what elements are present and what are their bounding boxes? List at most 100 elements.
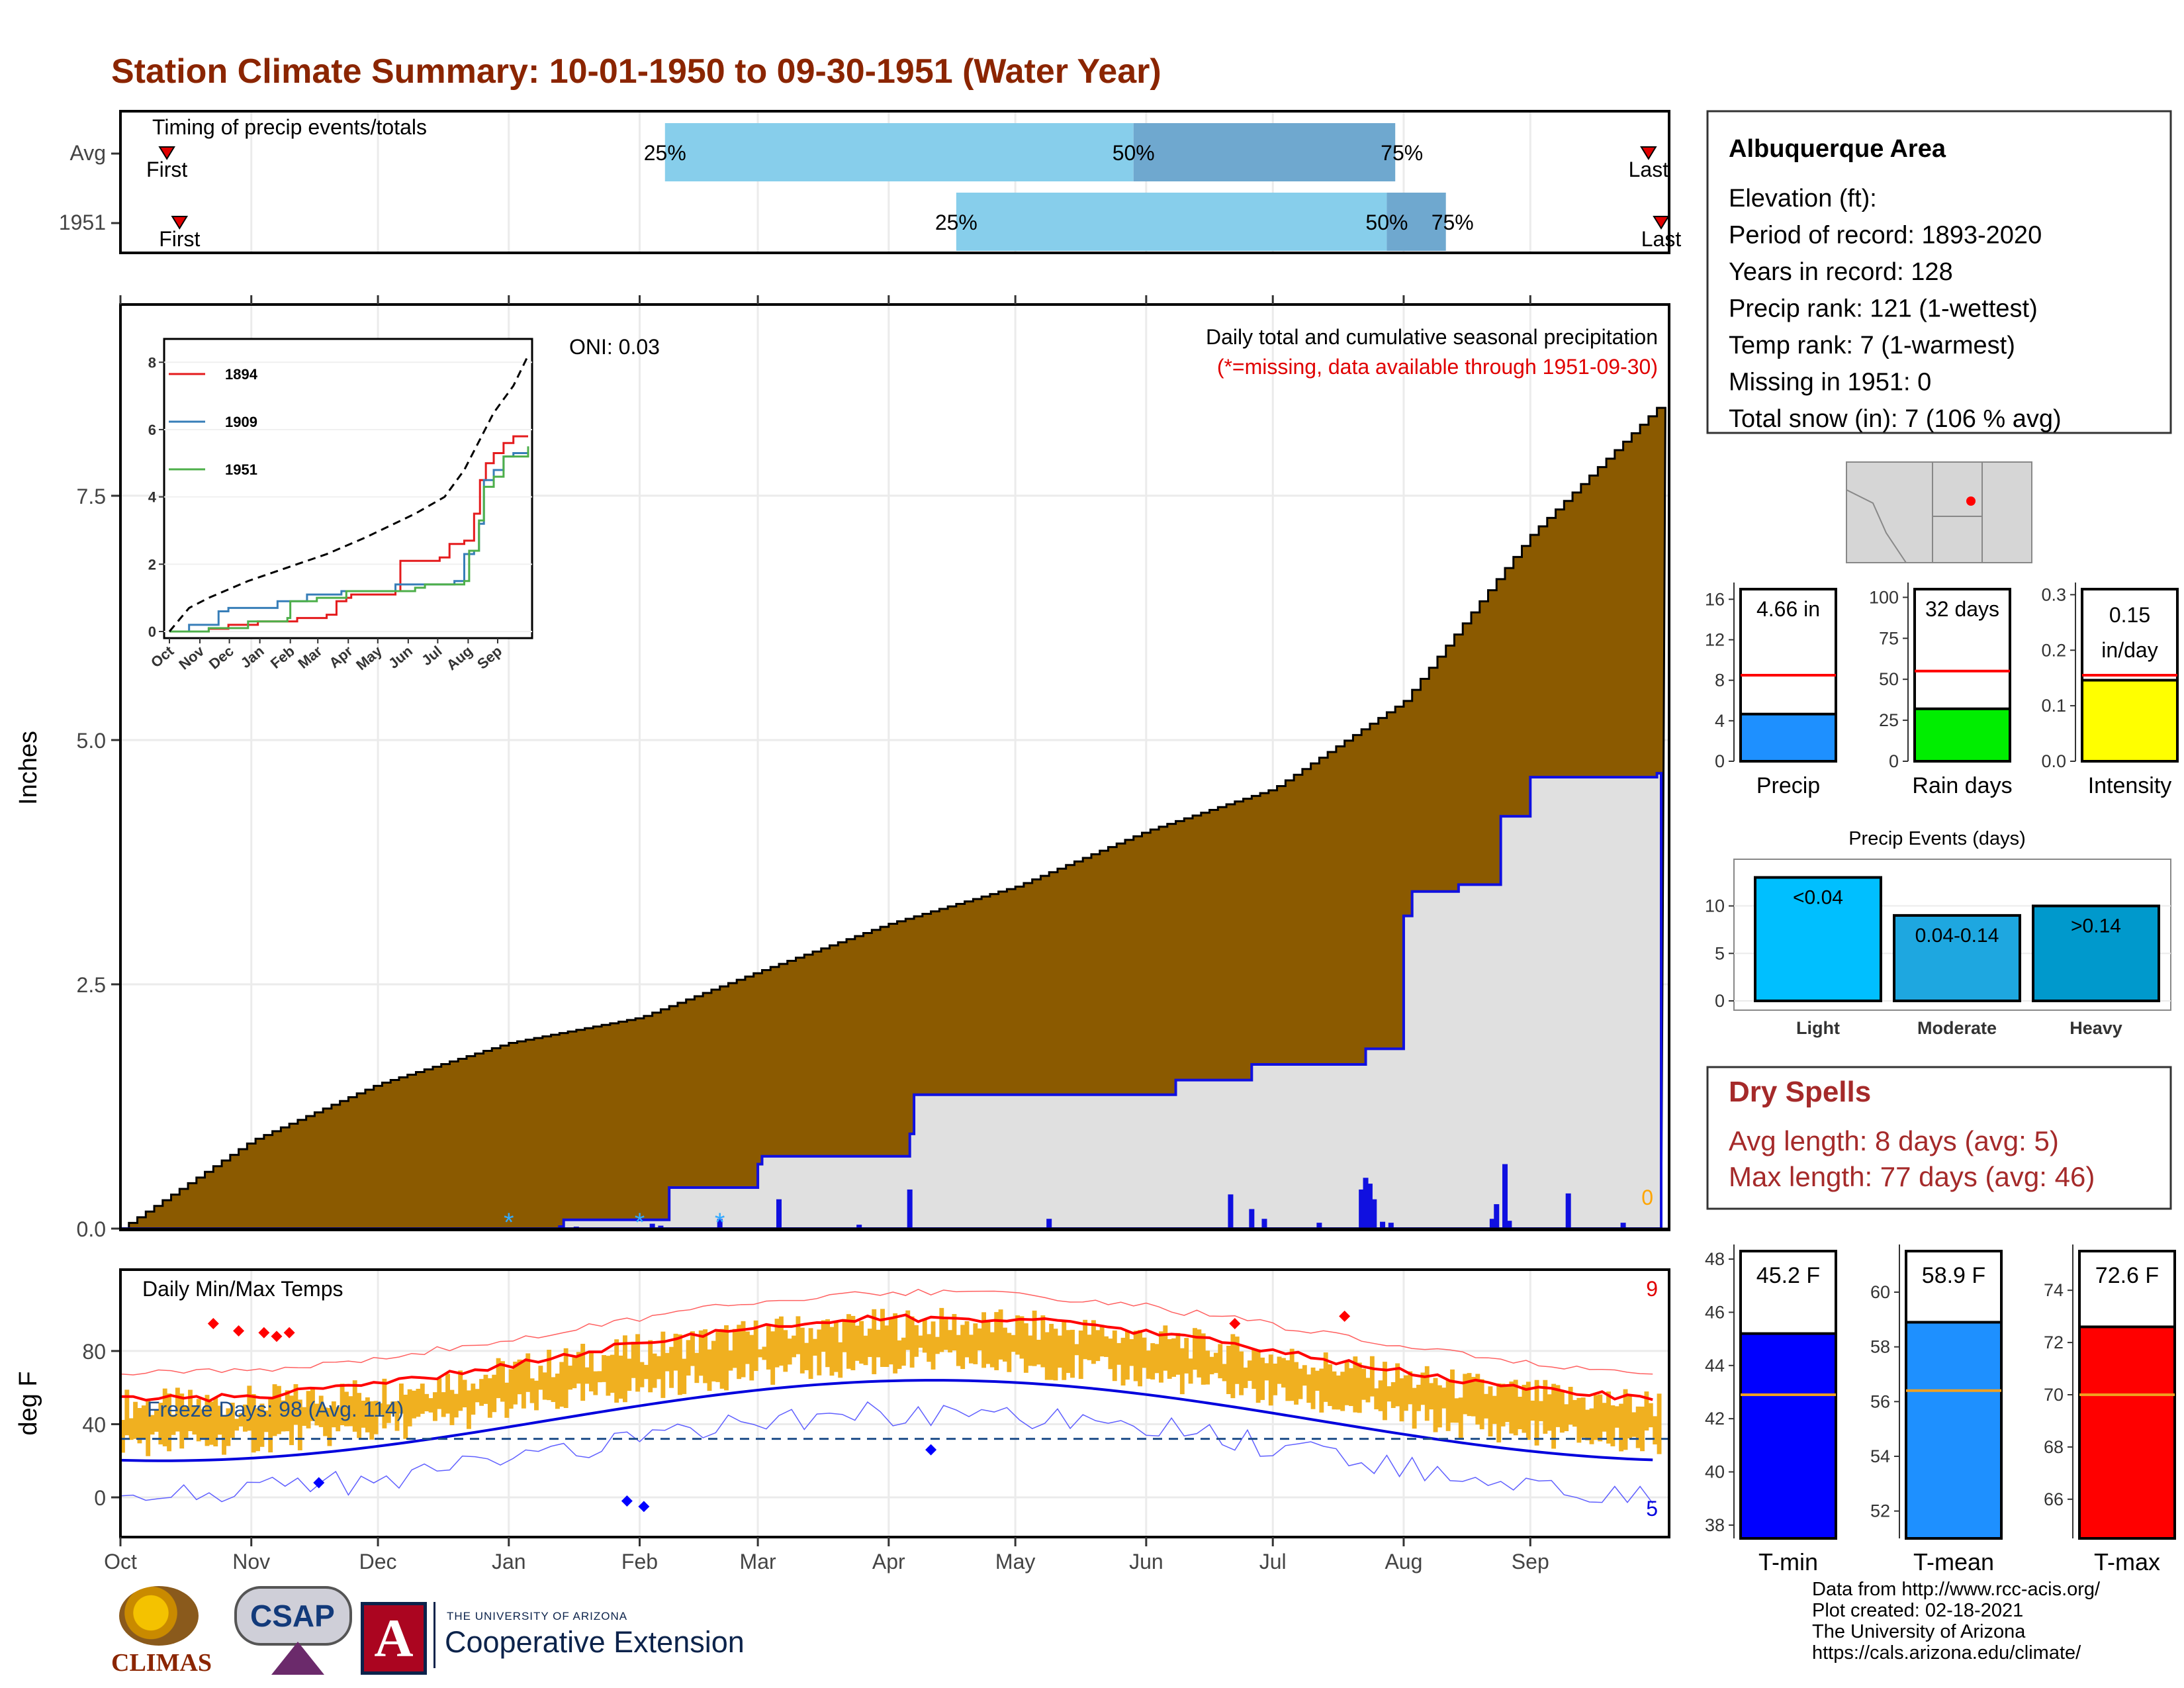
daily-temp-bar <box>171 1414 176 1435</box>
daily-temp-bar <box>1003 1327 1007 1362</box>
daily-temp-bar <box>201 1409 206 1438</box>
last-event-marker <box>1640 146 1657 160</box>
daily-temp-bar <box>1294 1362 1298 1405</box>
daily-temp-bar <box>1142 1337 1147 1368</box>
record-high-marker <box>1339 1310 1351 1322</box>
daily-temp-bar <box>821 1320 826 1352</box>
daily-temp-bar <box>1602 1403 1607 1432</box>
daily-temp-bar <box>302 1407 307 1426</box>
daily-temp-bar <box>255 1408 260 1452</box>
daily-temp-bar <box>475 1389 480 1403</box>
daily-temp-bar <box>1653 1416 1658 1445</box>
mini-tick-label: 0 <box>1889 751 1899 771</box>
inset-panel <box>163 338 533 639</box>
footer-line: Data from http://www.rcc-acis.org/ <box>1812 1579 2101 1600</box>
daily-temp-bar <box>382 1378 387 1429</box>
daily-temp-bar <box>525 1353 531 1392</box>
daily-temp-bar <box>1332 1371 1337 1410</box>
daily-temp-bar <box>1251 1349 1257 1389</box>
daily-temp-bar <box>719 1329 725 1389</box>
daily-temp-bar <box>500 1361 505 1402</box>
station-location-dot <box>1966 496 1976 506</box>
daily-temp-bar <box>508 1369 514 1409</box>
avg-cumulative-area <box>120 406 1666 1230</box>
x-month-label: Feb <box>621 1550 658 1573</box>
daily-precip-bar <box>1371 1199 1377 1229</box>
daily-temp-bar <box>1108 1338 1113 1370</box>
temp-bar-tick: 68 <box>2044 1437 2064 1457</box>
daily-temp-bar <box>1576 1397 1582 1443</box>
daily-temp-bar <box>331 1401 336 1428</box>
temp-bar-value <box>1905 1321 2003 1540</box>
climas-wordmark: CLIMAS <box>111 1649 212 1677</box>
timing-title: Timing of precip events/totals <box>152 115 427 139</box>
daily-temp-bar <box>1057 1335 1062 1368</box>
daily-temp-bar <box>340 1383 345 1426</box>
daily-temp-bar <box>745 1331 750 1364</box>
daily-temp-bar <box>799 1327 805 1374</box>
daily-temp-bar <box>766 1325 771 1370</box>
daily-temp-bar <box>1209 1356 1214 1375</box>
daily-temp-bar <box>1467 1373 1472 1417</box>
daily-temp-bar <box>192 1405 197 1435</box>
daily-temp-bar <box>1133 1331 1138 1382</box>
timing-label-75: 75% <box>1381 141 1423 165</box>
daily-temp-bar <box>1572 1399 1577 1427</box>
daily-temp-bar <box>420 1383 425 1414</box>
event-bar-label: 0.04-0.14 <box>1915 925 1999 947</box>
x-month-label: Nov <box>232 1550 270 1573</box>
daily-temp-bar <box>778 1316 784 1366</box>
daily-temp-bar <box>555 1374 560 1409</box>
daily-temp-bar <box>327 1408 332 1446</box>
daily-precip-bar <box>1046 1219 1052 1229</box>
daily-precip-bar <box>1228 1194 1234 1229</box>
daily-temp-bar <box>888 1317 893 1365</box>
daily-temp-bar <box>124 1389 130 1436</box>
daily-temp-bar <box>1302 1365 1307 1386</box>
temp-bar-value-label: 58.9 F <box>1922 1263 1985 1288</box>
dry-spells-box <box>1706 1066 2172 1210</box>
record-low-marker <box>621 1495 633 1507</box>
inset-y-tick: 8 <box>148 354 156 371</box>
daily-temp-bar <box>1268 1354 1273 1406</box>
x-month-label: Mar <box>740 1550 776 1573</box>
daily-temp-bar <box>428 1398 433 1413</box>
ua-divider <box>433 1602 435 1668</box>
daily-temp-bar <box>146 1399 151 1456</box>
daily-temp-bar <box>1387 1386 1392 1402</box>
daily-temp-bar <box>1539 1401 1543 1421</box>
mini-bar-value-label: 0.15 <box>2109 603 2150 627</box>
daily-precip-bar <box>1620 1223 1626 1229</box>
daily-temp-bar <box>1648 1403 1653 1428</box>
daily-temp-bar <box>547 1349 552 1401</box>
daily-temp-bar <box>1188 1358 1193 1384</box>
inset-legend-label: 1909 <box>225 414 257 430</box>
daily-temp-bar <box>445 1374 450 1414</box>
daily-temp-bar <box>1319 1368 1324 1413</box>
daily-temp-bar <box>774 1319 780 1368</box>
daily-temp-bar <box>1239 1351 1244 1395</box>
daily-temp-bar <box>1543 1380 1548 1434</box>
daily-temp-bar <box>1011 1335 1016 1352</box>
daily-temp-bar <box>352 1380 357 1432</box>
daily-temp-bar <box>1336 1375 1341 1410</box>
daily-temp-bar <box>580 1344 586 1401</box>
daily-temp-bar <box>1559 1390 1565 1433</box>
daily-temp-bar <box>437 1378 442 1409</box>
daily-temp-bar <box>1657 1393 1662 1454</box>
daily-temp-bar <box>934 1336 940 1354</box>
daily-temp-bar <box>336 1407 341 1432</box>
snow-marker: * <box>715 1208 725 1237</box>
inset-legend-label: 1894 <box>225 366 258 383</box>
daily-temp-bar <box>732 1329 737 1368</box>
mini-bar-value-label: 4.66 in <box>1756 597 1820 621</box>
daily-temp-bar <box>361 1400 366 1428</box>
daily-temp-bar <box>758 1349 762 1358</box>
daily-temp-bar <box>989 1332 995 1368</box>
ua-small-text: THE UNIVERSITY OF ARIZONA <box>447 1610 628 1622</box>
station-info-line: Years in record: 128 <box>1729 258 1953 286</box>
daily-temp-bar <box>1484 1393 1488 1419</box>
temp-bar-name: T-mean <box>1913 1548 1994 1575</box>
temp-bar-value-label: 72.6 F <box>2095 1263 2159 1288</box>
daily-temp-bar <box>931 1321 936 1370</box>
